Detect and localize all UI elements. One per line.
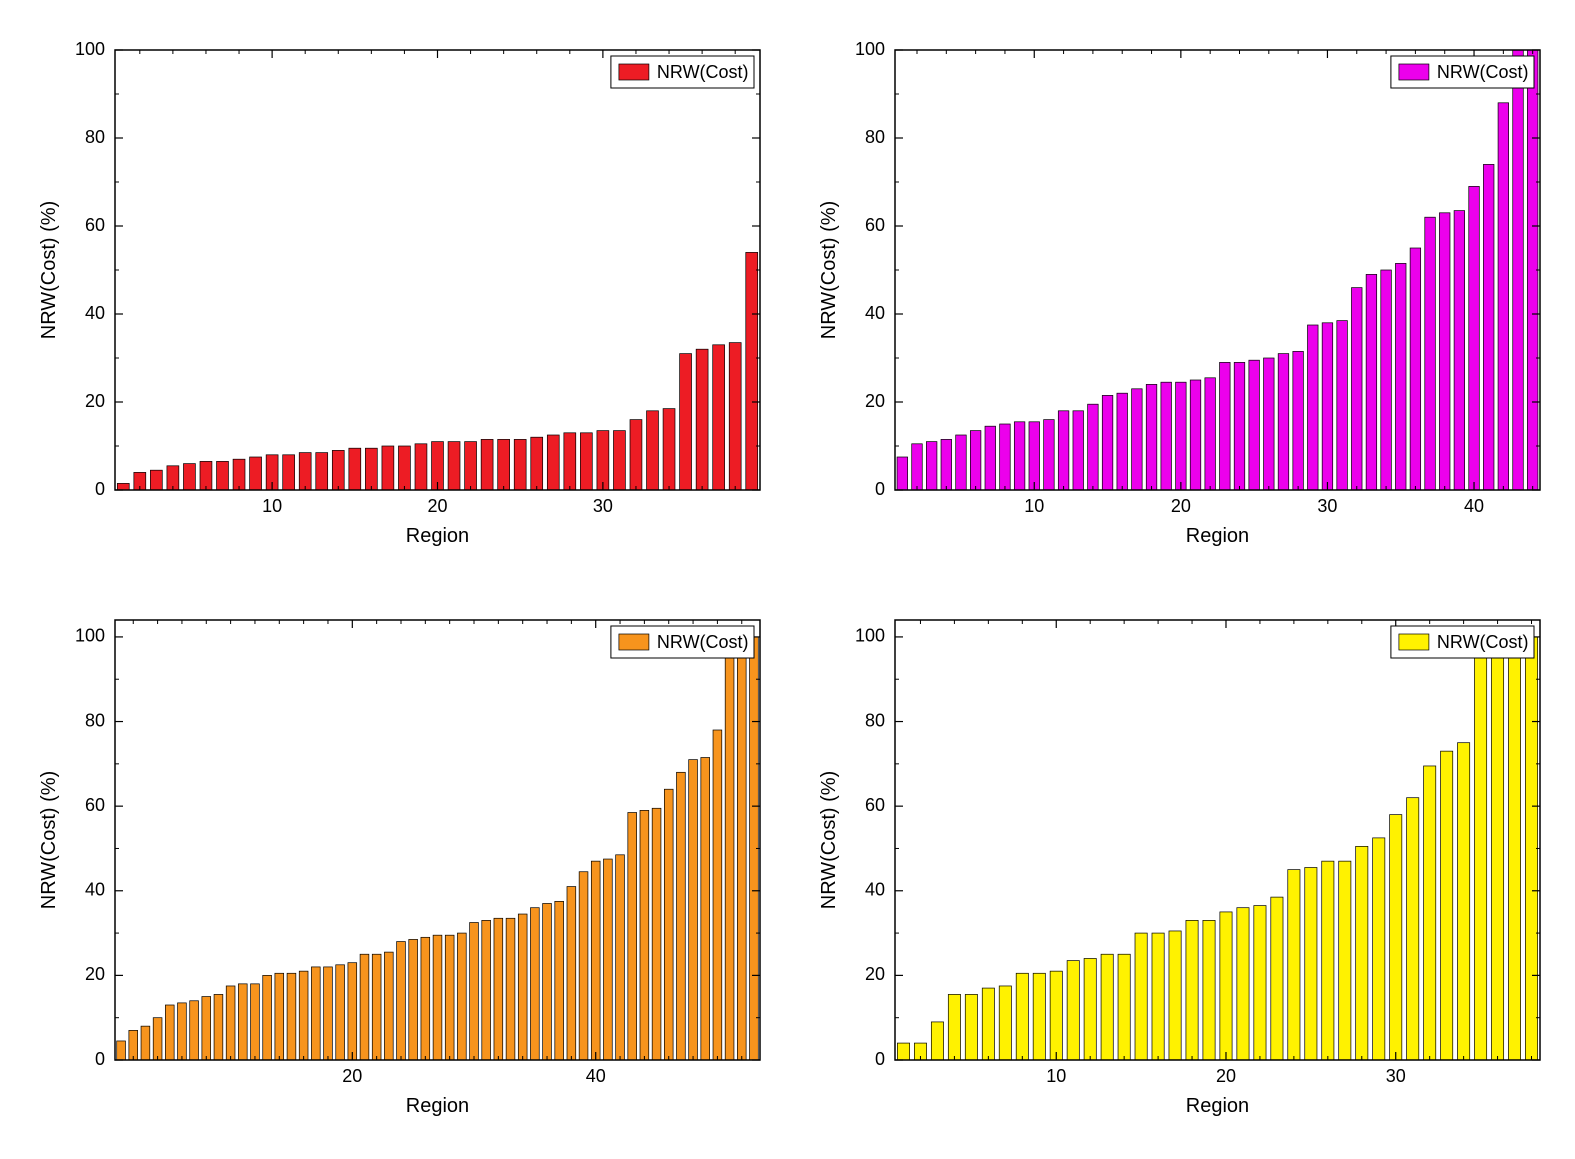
svg-text:NRW(Cost): NRW(Cost) [1437,632,1529,652]
svg-text:NRW(Cost) (%): NRW(Cost) (%) [818,201,840,340]
svg-text:20: 20 [865,964,885,984]
svg-text:10: 10 [1024,496,1044,516]
svg-text:NRW(Cost) (%): NRW(Cost) (%) [38,771,60,910]
svg-text:40: 40 [85,303,105,323]
svg-text:30: 30 [593,496,613,516]
svg-text:NRW(Cost) (%): NRW(Cost) (%) [38,201,60,340]
svg-text:20: 20 [1216,1066,1236,1086]
chart-grid: 020406080100102030RegionNRW(Cost) (%)NRW… [0,0,1575,1159]
svg-text:60: 60 [85,795,105,815]
svg-text:40: 40 [1464,496,1484,516]
panel-bottom-left: 0 20 40 60 80 100 20 40 Region NRW(Cost) (%) NRW(C… [20,590,780,1140]
svg-text:20: 20 [85,391,105,411]
svg-text:20: 20 [85,964,105,984]
svg-text:NRW(Cost): NRW(Cost) [1437,62,1529,82]
panel-top-right: 0 20 40 60 80 100 10 20 30 40 Region NRW(Cost) (%) N… [800,20,1560,570]
svg-text:Region: Region [1186,1095,1249,1117]
panel-bottom-right: 0 20 40 60 80 100 10 20 30 Region NRW(Cost) (%) NRW… [800,590,1560,1140]
svg-text:20: 20 [427,496,447,516]
svg-text:Region: Region [406,1095,469,1117]
svg-text:100: 100 [855,39,885,59]
svg-text:10: 10 [1046,1066,1066,1086]
svg-text:20: 20 [342,1066,362,1086]
panel-top-left: 0 20 40 60 80 100 10 20 30 Region NRW(Cost) (%) NRW… [20,20,780,570]
svg-text:40: 40 [865,303,885,323]
svg-text:40: 40 [865,880,885,900]
svg-text:NRW(Cost): NRW(Cost) [657,62,749,82]
svg-text:40: 40 [586,1066,606,1086]
svg-text:40: 40 [85,880,105,900]
svg-text:60: 60 [865,795,885,815]
svg-text:80: 80 [865,127,885,147]
svg-text:0: 0 [95,1049,105,1069]
svg-text:60: 60 [865,215,885,235]
svg-text:NRW(Cost) (%): NRW(Cost) (%) [818,771,840,910]
svg-text:20: 20 [1171,496,1191,516]
svg-text:0: 0 [95,479,105,499]
svg-text:60: 60 [85,215,105,235]
svg-text:100: 100 [75,39,105,59]
svg-text:100: 100 [75,626,105,646]
svg-text:20: 20 [865,391,885,411]
svg-text:80: 80 [85,710,105,730]
svg-text:10: 10 [262,496,282,516]
svg-text:0: 0 [875,1049,885,1069]
svg-text:0: 0 [875,479,885,499]
svg-text:30: 30 [1386,1066,1406,1086]
svg-text:100: 100 [855,626,885,646]
svg-text:80: 80 [85,127,105,147]
svg-text:Region: Region [406,525,469,547]
svg-text:30: 30 [1317,496,1337,516]
svg-text:Region: Region [1186,525,1249,547]
svg-text:80: 80 [865,710,885,730]
svg-text:NRW(Cost): NRW(Cost) [657,632,749,652]
